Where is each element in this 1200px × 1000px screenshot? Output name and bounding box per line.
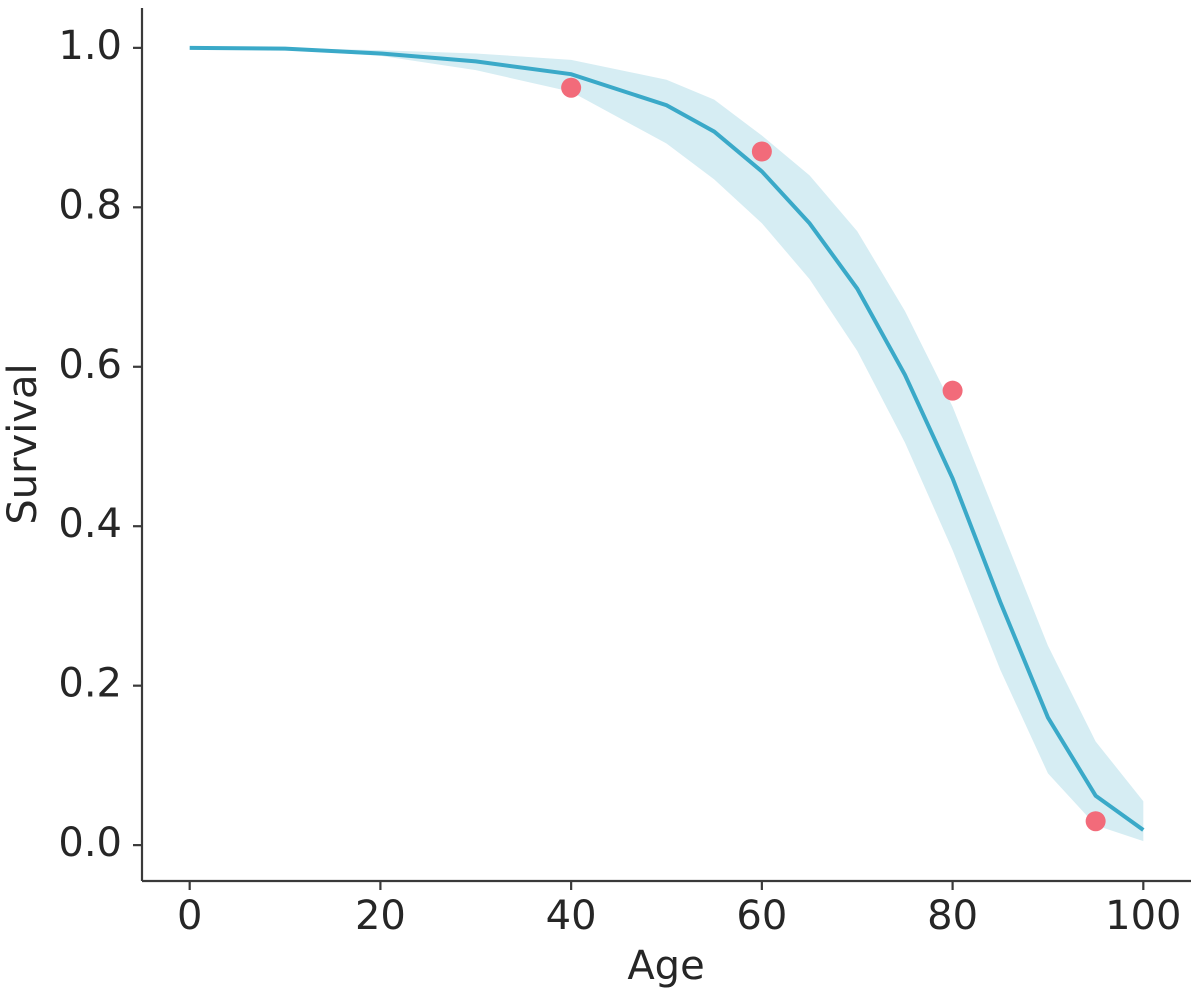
y-tick-label: 0.0 [58,820,122,866]
data-point [751,141,772,162]
x-tick-label: 80 [927,893,978,939]
y-tick-label: 1.0 [58,23,122,69]
y-axis-label: Survival [0,363,46,524]
x-tick-label: 100 [1105,893,1181,939]
data-point [561,77,582,98]
confidence-band [189,47,1144,842]
x-tick-label: 60 [736,893,787,939]
fit-line [189,45,1145,832]
y-tick-label: 0.4 [58,501,122,547]
data-point [1085,811,1106,832]
x-tick-label: 40 [546,893,597,939]
x-tick-label: 20 [355,893,406,939]
x-axis-label: Age [627,943,704,989]
x-tick-label: 0 [177,893,202,939]
y-tick-label: 0.2 [58,661,122,707]
data-point [942,380,963,401]
y-tick-label: 0.6 [58,342,122,388]
y-tick-label: 0.8 [58,182,122,228]
